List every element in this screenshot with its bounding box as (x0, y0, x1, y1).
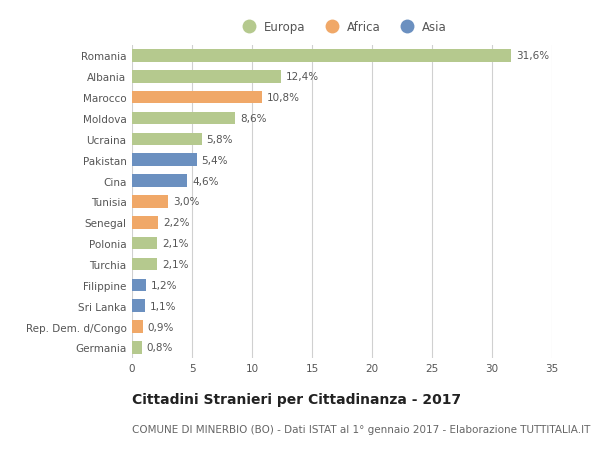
Text: 0,9%: 0,9% (148, 322, 174, 332)
Bar (132, 71, 281, 84)
Bar (132, 154, 197, 167)
Bar (132, 50, 511, 62)
Text: 2,1%: 2,1% (162, 239, 188, 249)
Bar (132, 92, 262, 104)
Text: 3,0%: 3,0% (173, 197, 199, 207)
Text: 12,4%: 12,4% (286, 72, 319, 82)
Bar (132, 133, 202, 146)
Text: COMUNE DI MINERBIO (BO) - Dati ISTAT al 1° gennaio 2017 - Elaborazione TUTTITALI: COMUNE DI MINERBIO (BO) - Dati ISTAT al … (132, 425, 590, 435)
Text: 1,2%: 1,2% (151, 280, 178, 290)
Bar (132, 320, 143, 333)
Legend: Europa, Africa, Asia: Europa, Africa, Asia (237, 21, 447, 34)
Text: 2,2%: 2,2% (163, 218, 190, 228)
Text: 31,6%: 31,6% (516, 51, 549, 62)
Text: 5,4%: 5,4% (202, 155, 228, 165)
Text: Cittadini Stranieri per Cittadinanza - 2017: Cittadini Stranieri per Cittadinanza - 2… (132, 392, 461, 406)
Text: 4,6%: 4,6% (192, 176, 218, 186)
Bar (132, 112, 235, 125)
Text: 8,6%: 8,6% (240, 114, 266, 124)
Text: 5,8%: 5,8% (206, 134, 233, 145)
Bar (132, 217, 158, 229)
Bar (132, 300, 145, 312)
Text: 0,8%: 0,8% (146, 342, 173, 353)
Bar (132, 258, 157, 271)
Bar (132, 279, 146, 291)
Bar (132, 341, 142, 354)
Bar (132, 175, 187, 187)
Text: 1,1%: 1,1% (150, 301, 176, 311)
Text: 10,8%: 10,8% (266, 93, 299, 103)
Bar (132, 237, 157, 250)
Text: 2,1%: 2,1% (162, 259, 188, 269)
Bar (132, 196, 168, 208)
